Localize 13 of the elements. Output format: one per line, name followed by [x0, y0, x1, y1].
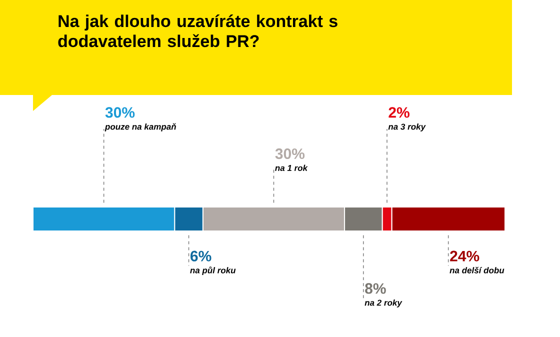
text: na 1 rok — [275, 164, 308, 171]
text: na půl roku — [190, 266, 236, 276]
data-label: 2% — [388, 107, 410, 118]
data-label: 30% — [105, 107, 135, 118]
data-label: 24% — [450, 250, 480, 262]
data-label: 30% — [275, 148, 305, 160]
chart-title: Na jak dlouho uzavíráte kontrakt s dodavatelem služeb PR? — [58, 14, 338, 48]
data-label: 6% — [190, 250, 212, 262]
data-label: 8% — [365, 283, 386, 294]
text: na delší dobu — [450, 266, 504, 274]
text: pouze na kampaň — [104, 123, 176, 132]
text: na 3 roky — [388, 123, 426, 132]
text: na 2 roky — [364, 299, 402, 308]
